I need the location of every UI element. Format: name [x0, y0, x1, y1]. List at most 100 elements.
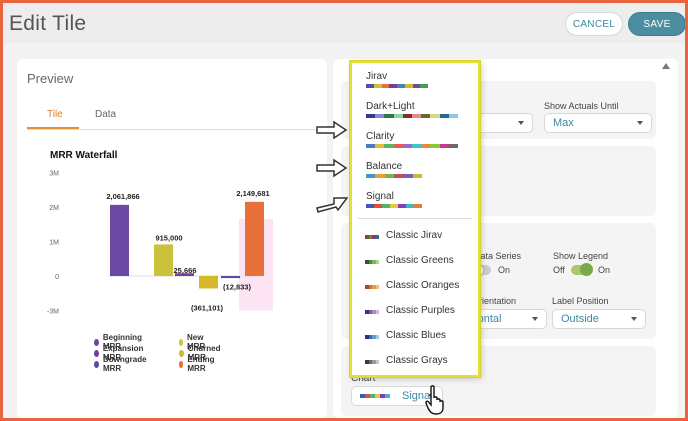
show-actuals-until-dropdown[interactable]: Max	[544, 113, 652, 133]
palette-option-signal[interactable]: Signal	[366, 191, 394, 202]
palette-color	[402, 144, 413, 148]
palette-color	[393, 144, 403, 148]
waterfall-chart: 3M 2M 1M 0 -3M 2,061,866 915,000 25,666 (361,101…	[47, 171, 273, 316]
legend-label: Churned MRR	[187, 344, 221, 362]
show-legend-on-label: On	[598, 265, 611, 275]
palette-color	[439, 144, 449, 148]
preview-panel: Preview Tile Data MRR Waterfall 3M 2M 1M 0 -…	[17, 59, 327, 418]
legend-swatch	[179, 338, 184, 346]
chart-bar	[221, 276, 240, 279]
palette-option-classic-jirav[interactable]: Classic Jirav	[386, 230, 443, 241]
palette-color	[414, 204, 422, 208]
label-position-dropdown[interactable]: Outside	[552, 309, 646, 329]
palette-color	[406, 204, 414, 208]
data-label: 915,000	[155, 233, 182, 242]
palette-color	[368, 335, 372, 339]
palette-color	[382, 204, 390, 208]
legend-label: Downgrade MRR	[102, 355, 147, 373]
chart-bar	[245, 201, 264, 276]
palette-swatch	[360, 394, 390, 398]
palette-color	[372, 235, 376, 239]
palette-option-classic-greens[interactable]: Classic Greens	[386, 255, 454, 266]
palette-dropdown-menu: Jirav Dark+Light Clarity Balance Signal …	[350, 61, 480, 377]
chart-bar	[110, 204, 129, 276]
preview-title: Preview	[27, 71, 74, 86]
palette-color	[366, 144, 376, 148]
legend-swatch	[94, 349, 99, 357]
show-legend-toggle[interactable]	[571, 263, 593, 276]
palette-color	[448, 144, 459, 148]
palette-color	[402, 114, 413, 118]
legend-item: Downgrade MRR	[94, 355, 149, 373]
legend-swatch	[179, 349, 184, 357]
orientation-label: Orientation	[472, 296, 517, 306]
palette-color	[375, 335, 379, 339]
palette-strip	[366, 84, 428, 88]
palette-color	[365, 310, 369, 314]
palette-color	[397, 84, 405, 88]
annotation-arrow-icon	[316, 120, 348, 140]
palette-option-classic-oranges[interactable]: Classic Oranges	[386, 280, 460, 291]
palette-swatch	[365, 360, 379, 364]
palette-color	[375, 310, 379, 314]
palette-color	[412, 174, 422, 178]
palette-option-jirav[interactable]: Jirav	[366, 71, 388, 82]
palette-color	[412, 114, 422, 118]
palette-option-classic-blues[interactable]: Classic Blues	[386, 330, 447, 341]
y-tick-label: -3M	[47, 309, 59, 316]
tab-tile[interactable]: Tile	[47, 109, 63, 120]
palette-color	[368, 310, 372, 314]
data-series-label: Data Series	[474, 251, 522, 261]
palette-color	[366, 84, 374, 88]
show-legend-off-label: Off	[553, 265, 565, 275]
palette-color	[366, 114, 376, 118]
chart-bar	[175, 273, 194, 276]
chart-title: MRR Waterfall	[50, 150, 118, 161]
palette-color	[368, 235, 372, 239]
chart-palette-value: Signal	[402, 390, 433, 402]
palette-color	[372, 285, 376, 289]
legend-label: Ending MRR	[187, 355, 215, 373]
palette-swatch	[365, 235, 379, 239]
palette-color	[375, 285, 379, 289]
scroll-up-icon[interactable]	[662, 63, 670, 69]
palette-color	[430, 114, 440, 118]
hand-pointer-icon	[425, 385, 444, 415]
y-tick-label: 3M	[49, 171, 59, 178]
legend-label: Beginning MRR	[102, 333, 142, 351]
palette-color	[381, 84, 390, 88]
palette-color	[384, 114, 394, 118]
legend-item: Ending MRR	[179, 355, 217, 373]
y-tick-label: 1M	[49, 240, 59, 247]
palette-option-dark-light[interactable]: Dark+Light	[366, 101, 415, 112]
palette-color	[372, 360, 376, 364]
palette-option-clarity[interactable]: Clarity	[366, 131, 395, 142]
chart-palette-dropdown[interactable]: Signal	[351, 386, 443, 406]
palette-color	[389, 84, 397, 88]
palette-color	[375, 260, 379, 264]
legend-item: Expansion MRR	[94, 344, 145, 362]
annotation-arrow-icon	[316, 158, 348, 178]
palette-color	[368, 285, 372, 289]
data-series-value: On	[498, 265, 511, 275]
legend-swatch	[94, 338, 99, 346]
save-button[interactable]: SAVE	[628, 12, 685, 36]
palette-option-classic-grays[interactable]: Classic Grays	[386, 355, 448, 366]
chart-palette-label: Chart	[351, 373, 376, 384]
palette-color	[375, 235, 379, 239]
palette-color	[421, 144, 431, 148]
palette-color	[375, 114, 385, 118]
palette-option-classic-purples[interactable]: Classic Purples	[386, 305, 455, 316]
data-label: 25,666	[174, 266, 197, 275]
palette-swatch	[365, 310, 379, 314]
palette-color	[393, 114, 403, 118]
legend-swatch	[94, 360, 99, 368]
legend-item: Churned MRR	[179, 344, 223, 362]
tab-divider	[27, 129, 327, 130]
palette-color	[374, 204, 382, 208]
palette-color	[420, 84, 428, 88]
tab-data[interactable]: Data	[95, 109, 117, 120]
palette-option-balance[interactable]: Balance	[366, 161, 403, 172]
cancel-button[interactable]: CANCEL	[565, 12, 623, 36]
palette-color	[368, 260, 372, 264]
